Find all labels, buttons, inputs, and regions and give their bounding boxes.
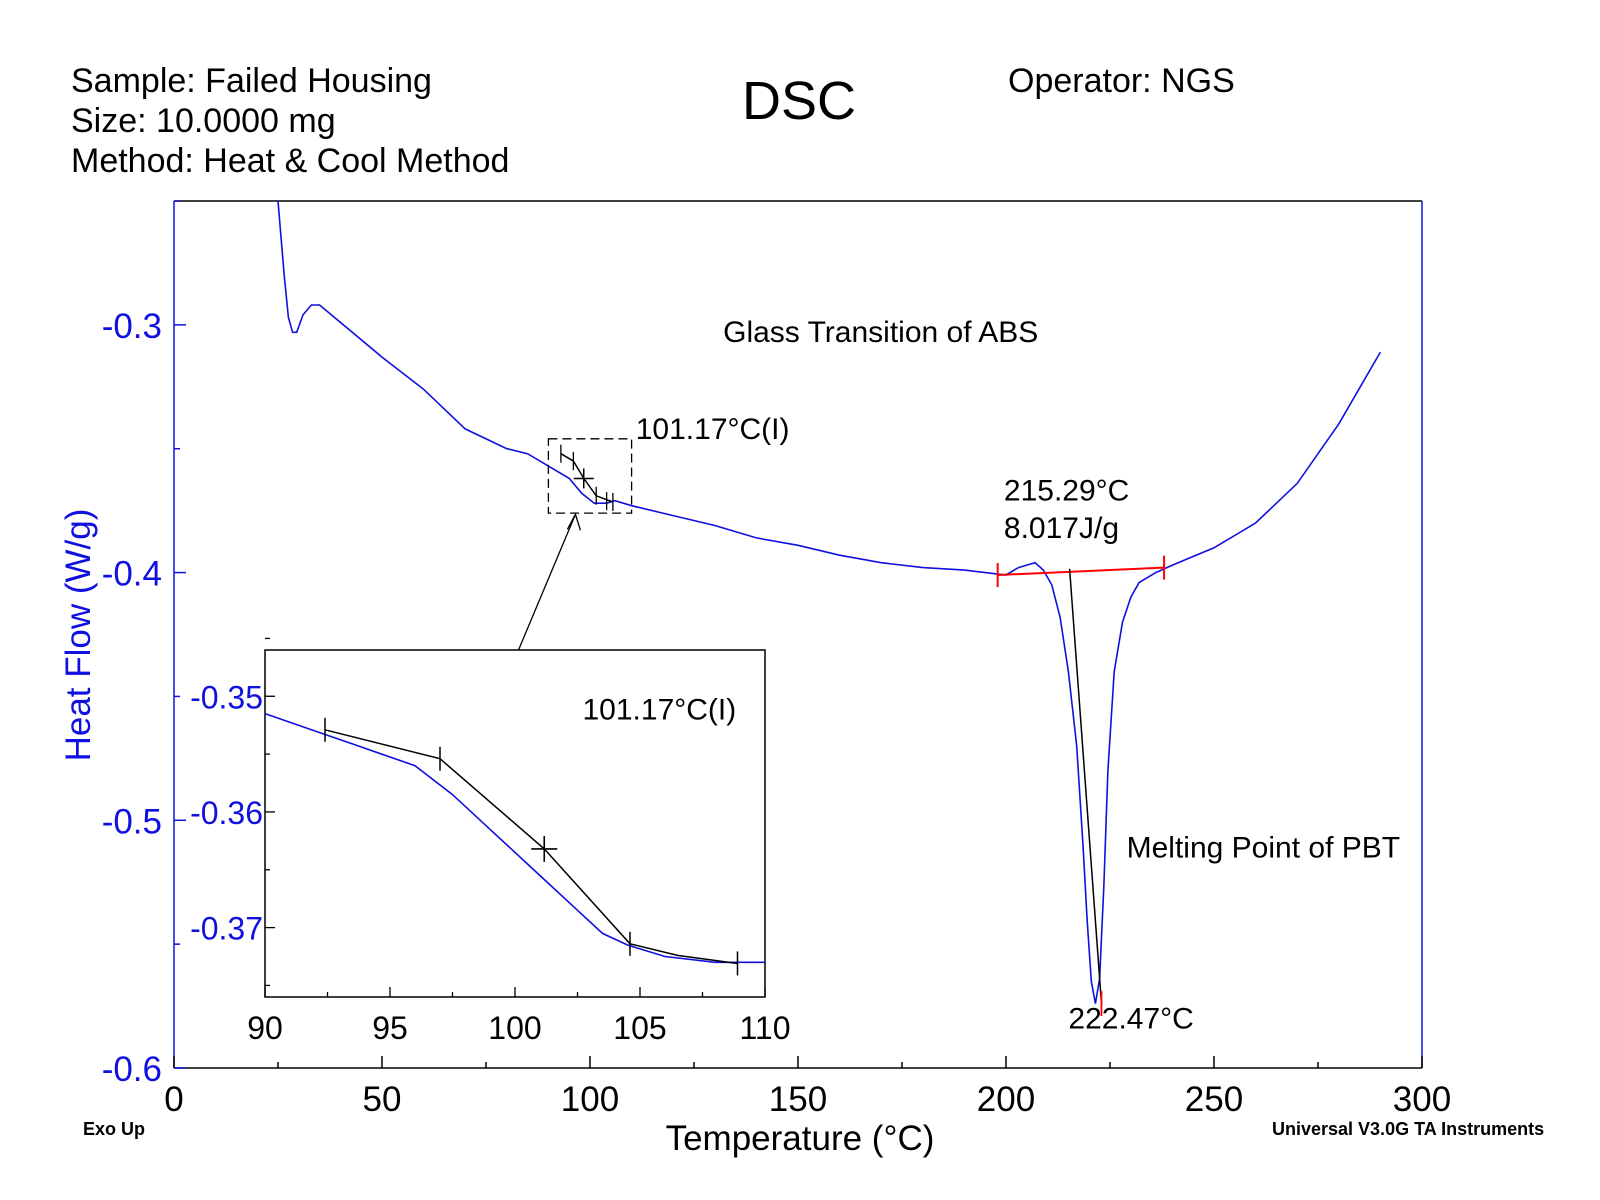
peak-marker-line [1068,568,1103,1004]
x-tick-label: 50 [363,1080,402,1119]
y-tick-label: -0.5 [102,802,162,841]
x-tick-label: 200 [977,1080,1035,1119]
inset-heat-flow-curve [264,712,765,964]
inset-x-tick-label: 105 [613,1010,666,1046]
chart-title: DSC [742,71,857,131]
exo-up-label: Exo Up [83,1119,146,1139]
inset-y-tick-label: -0.36 [190,795,263,831]
inset-annotation-label: 101.17°C(I) [583,693,737,726]
annotation-label: 101.17°C(I) [636,413,790,446]
sample-label: Sample: Failed Housing [71,62,432,100]
annotation-label: 222.47°C [1068,1002,1193,1035]
annotation-label: 8.017J/g [1004,512,1119,545]
annotation-label: Glass Transition of ABS [723,316,1038,349]
x-tick-label: 300 [1393,1080,1451,1119]
inset-y-tick-label: -0.37 [190,911,263,947]
size-label: Size: 10.0000 mg [71,102,336,140]
method-label: Method: Heat & Cool Method [71,142,510,180]
x-axis-label: Temperature (°C) [666,1119,935,1158]
heat-flow-curve [277,200,1382,1004]
inset-x-tick-label: 110 [739,1010,790,1046]
inset-x-tick-label: 90 [247,1010,283,1046]
software-label: Universal V3.0G TA Instruments [1272,1119,1545,1139]
annotation-label: 215.29°C [1004,475,1129,508]
inset-tangent-lines [324,729,738,965]
operator-label: Operator: NGS [1008,62,1235,100]
y-axis-label: Heat Flow (W/g) [59,509,98,762]
zoom-leader-line [515,514,577,657]
y-tick-label: -0.3 [102,307,162,346]
annotation-label: Melting Point of PBT [1127,831,1400,864]
inset-x-tick-label: 100 [488,1010,541,1046]
inset-x-tick-label: 95 [372,1010,408,1046]
inset-y-tick-label: -0.35 [190,679,263,715]
zoom-leader-arrowhead [566,512,582,531]
integration-baseline [997,566,1165,577]
x-tick-label: 100 [561,1080,619,1119]
x-tick-label: 250 [1185,1080,1243,1119]
y-tick-label: -0.6 [102,1050,162,1089]
x-tick-label: 150 [769,1080,827,1119]
y-tick-label: -0.4 [102,555,162,594]
zoom-box [547,438,633,514]
x-tick-label: 0 [164,1080,183,1119]
